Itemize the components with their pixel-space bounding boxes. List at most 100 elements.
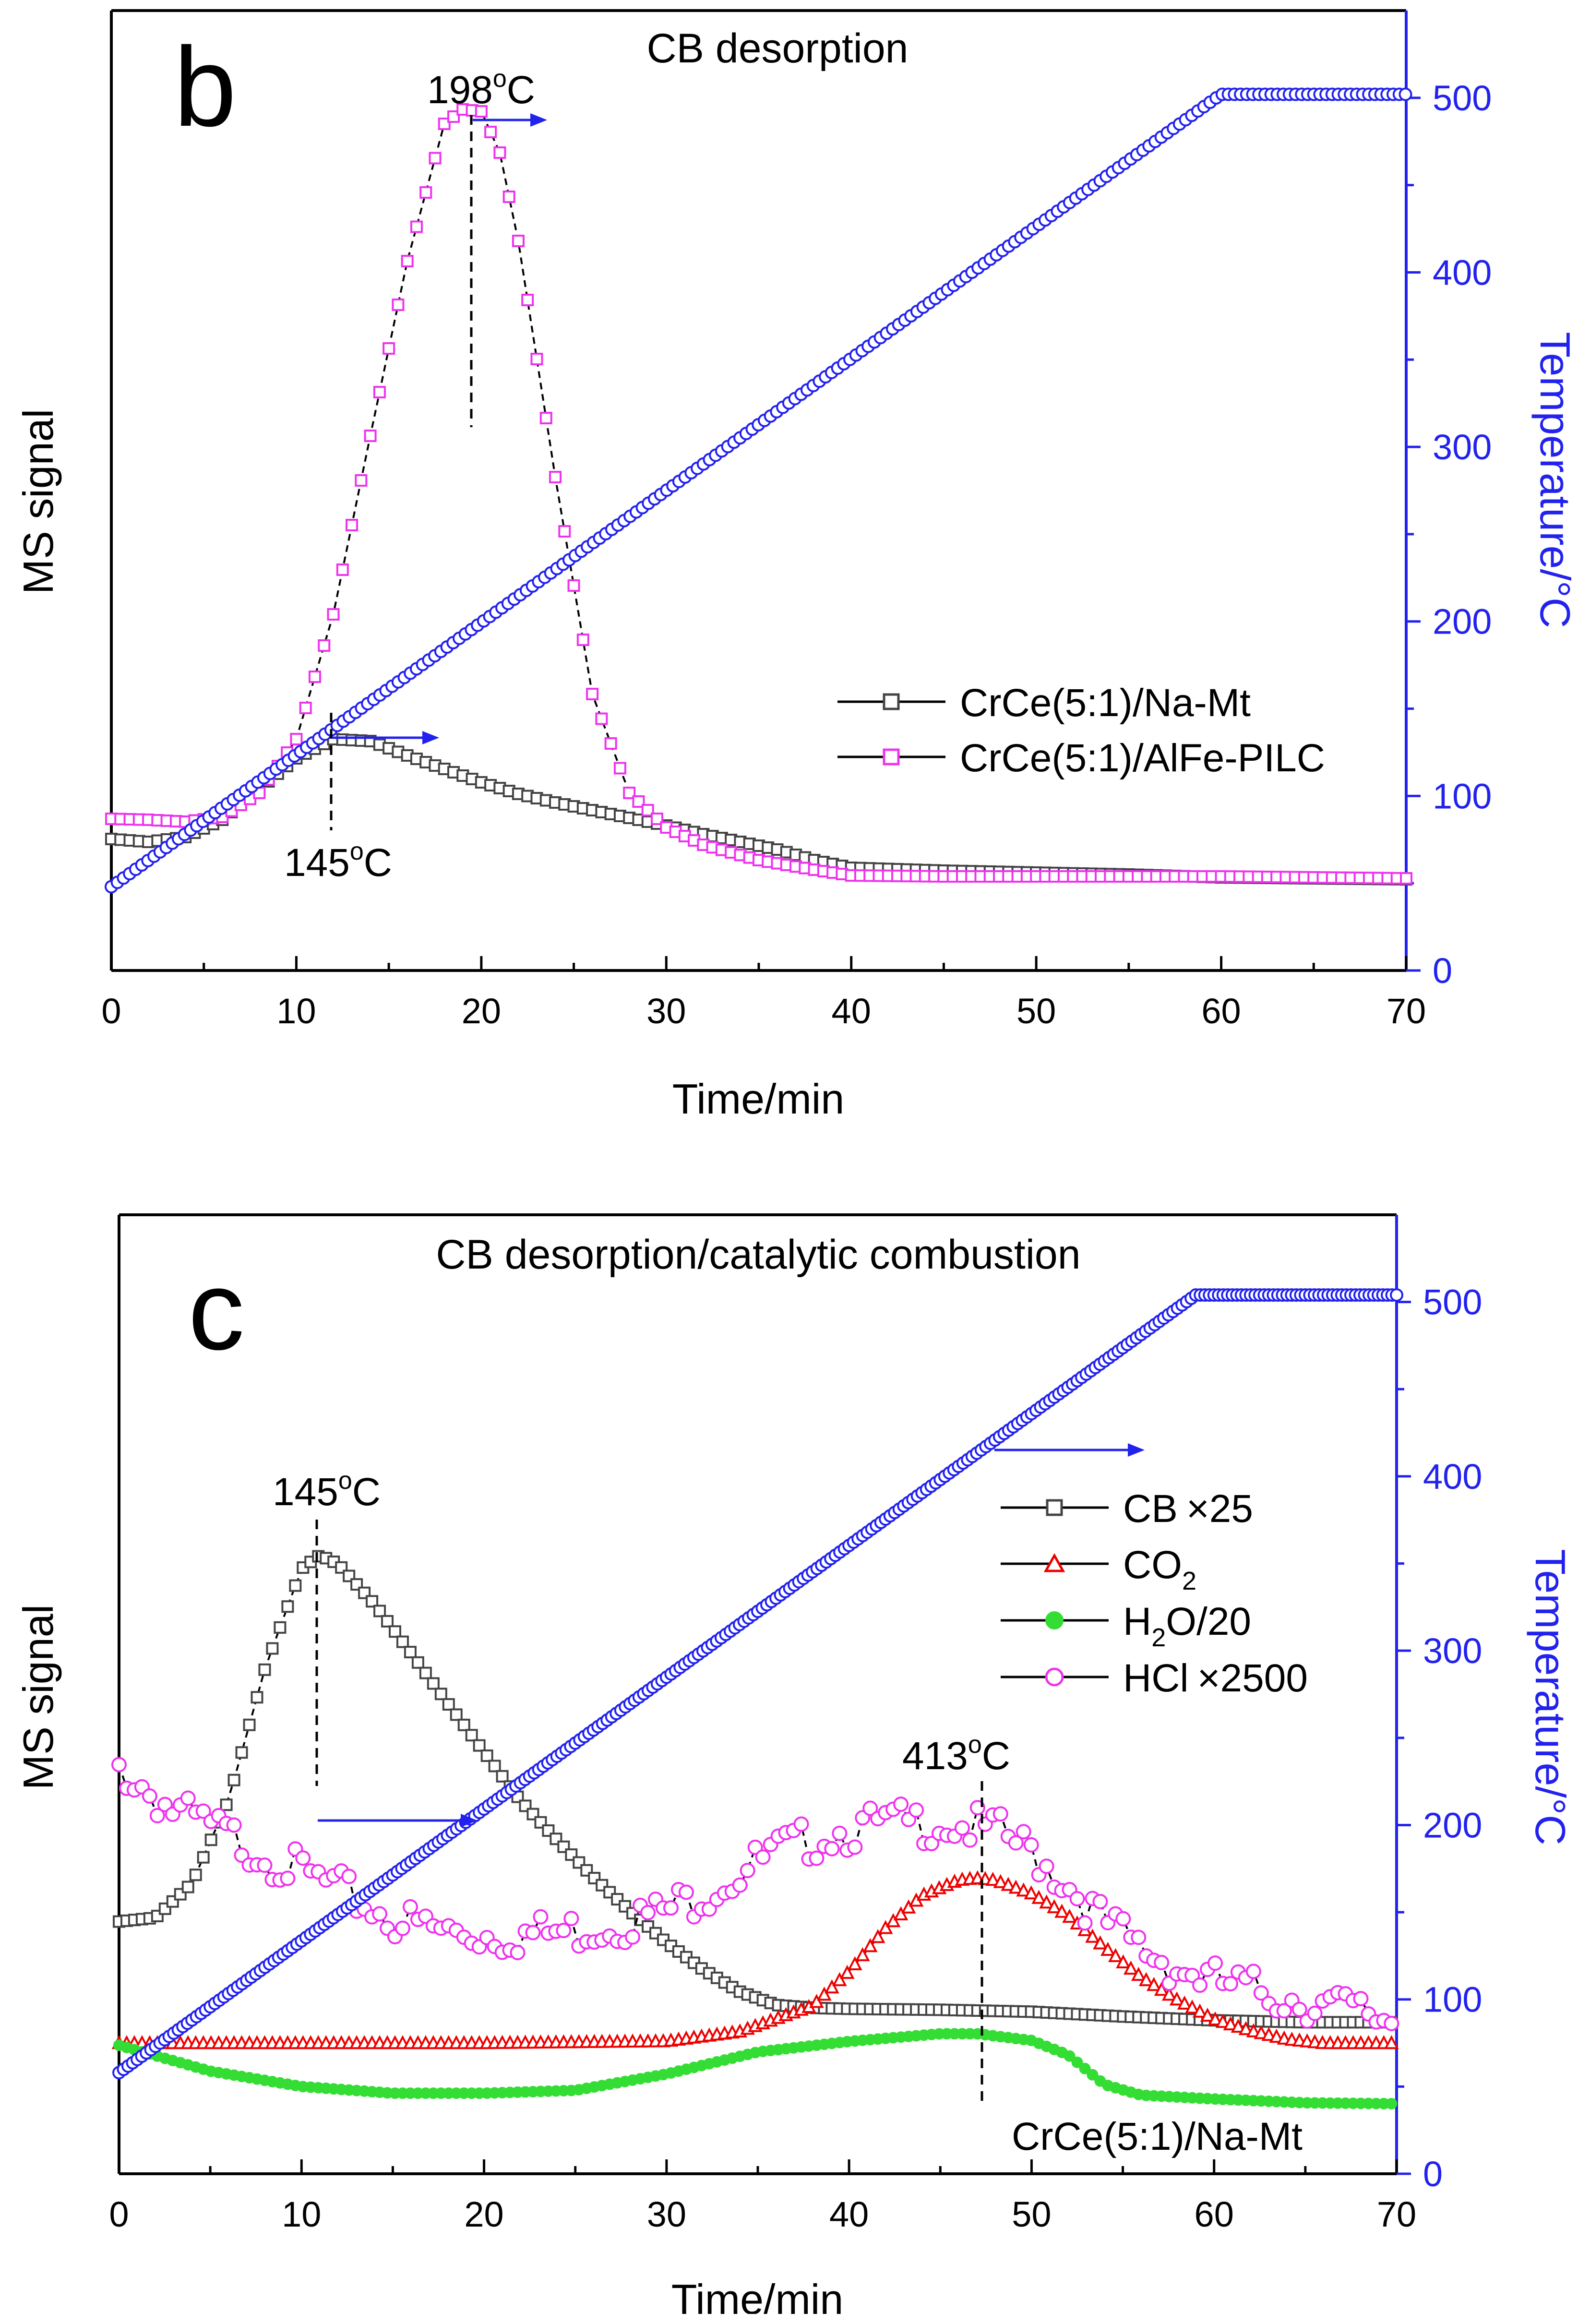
chart-b-series xyxy=(105,87,1412,894)
chart-c-legend-label-co2: CO xyxy=(1123,1543,1182,1587)
chart-c-xtick-label: 60 xyxy=(1195,2194,1234,2234)
chart-c-point xyxy=(825,1979,839,1994)
chart-c-point xyxy=(1024,1885,1039,1900)
chart-b-point xyxy=(429,152,442,165)
chart-b-point xyxy=(493,146,506,159)
chart-c-legend-item-cb: CB ×25 xyxy=(1001,1487,1253,1531)
chart-b-legend-item-namt: CrCe(5:1)/Na-Mt xyxy=(837,681,1251,725)
chart-c-point xyxy=(962,1832,978,1848)
chart-c-xtick-label: 30 xyxy=(647,2194,686,2234)
chart-c-point xyxy=(848,1956,862,1971)
chart-c-point xyxy=(755,1849,771,1865)
chart-c-point xyxy=(847,1839,863,1855)
chart-c-legend-label-h2o-rest: O/20 xyxy=(1166,1600,1251,1643)
chart-b-point xyxy=(419,186,432,199)
chart-b-point xyxy=(318,639,331,652)
chart-c-point xyxy=(1047,1899,1062,1914)
chart-c-point xyxy=(1064,2050,1076,2062)
chart-b-point xyxy=(355,474,368,487)
chart-c-point xyxy=(388,1625,401,1638)
chart-c-ann-145-degree: o xyxy=(338,1467,352,1495)
chart-c-point xyxy=(257,1857,273,1873)
chart-b-xtick-label: 60 xyxy=(1201,991,1241,1031)
chart-c-xtick-label: 40 xyxy=(829,2194,869,2234)
chart-c-point xyxy=(1131,1929,1147,1945)
chart-c-point xyxy=(878,1920,893,1934)
chart-c-ann-145-unit: C xyxy=(352,1470,381,1514)
chart-c-point xyxy=(235,1746,248,1759)
chart-c-panel-label: c xyxy=(188,1247,245,1373)
svg-text:HCl×2500: HCl ×2500 xyxy=(1123,1656,1308,1700)
chart-c-x-ticks: 0 10 20 30 40 50 60 70 xyxy=(109,2159,1416,2234)
chart-c-point xyxy=(1016,1882,1031,1897)
chart-c-point xyxy=(280,1870,296,1886)
chart-c-point xyxy=(1169,1991,1184,2006)
chart-c-point xyxy=(1069,1891,1085,1906)
chart-c-point xyxy=(1386,2098,1398,2110)
chart-c-point xyxy=(954,1820,970,1836)
chart-c-point xyxy=(809,1994,824,2008)
chart-b-point xyxy=(438,118,451,130)
chart-b-y2tick-label: 500 xyxy=(1433,78,1492,118)
chart-b-ann-145-degree: o xyxy=(350,838,364,865)
panel-b: 0 10 20 30 40 50 60 70 0 100 200 300 400 500 b CB de… xyxy=(0,0,1590,1152)
chart-c-y2tick-label: 0 xyxy=(1423,2154,1443,2194)
chart-c-point xyxy=(1138,1972,1154,1987)
chart-c-point xyxy=(149,1808,165,1823)
chart-c-series-2 xyxy=(113,2028,1398,2110)
chart-b-point xyxy=(383,342,395,355)
chart-b-legend-marker-pilc xyxy=(883,748,900,766)
chart-c-point xyxy=(1116,1954,1131,1969)
chart-c-point xyxy=(909,1802,924,1818)
chart-b-point xyxy=(299,702,312,714)
chart-b-point xyxy=(549,471,562,483)
chart-b-point xyxy=(308,671,321,683)
chart-b-point xyxy=(401,255,414,267)
chart-c-point xyxy=(663,1900,679,1916)
chart-b-point xyxy=(410,220,423,233)
chart-c-point xyxy=(366,1595,379,1608)
svg-text:413oC: 413oC xyxy=(902,1731,1010,1778)
chart-c-point xyxy=(1246,2023,1261,2037)
chart-c-point xyxy=(404,1646,417,1659)
svg-text:198oC: 198oC xyxy=(427,65,535,112)
chart-c-title: CB desorption/catalytic combustion xyxy=(436,1232,1080,1278)
chart-c-point xyxy=(480,1749,493,1762)
chart-c-point xyxy=(396,1635,409,1648)
chart-b-xtick-label: 50 xyxy=(1016,991,1056,1031)
chart-c-point xyxy=(1184,1967,1200,1983)
chart-c-point xyxy=(985,1871,1001,1886)
chart-c-legend-sub-h2o: 2 xyxy=(1151,1623,1166,1652)
chart-c-svg: 0 10 20 30 40 50 60 70 0 100 200 300 400 500 c CB de… xyxy=(14,1213,1574,2314)
chart-c-legend: CB ×25 CO2 H2O/20 HCl ×2500 xyxy=(1001,1487,1308,1700)
chart-c-point xyxy=(832,1825,848,1841)
chart-b-point xyxy=(1400,872,1412,885)
chart-c-point xyxy=(563,1911,579,1927)
chart-c-point xyxy=(234,1847,250,1863)
chart-c-xtick-label: 20 xyxy=(464,2194,503,2234)
chart-c-point xyxy=(1154,1954,1170,1970)
chart-b-legend-marker-namt xyxy=(883,693,900,710)
chart-b-ann-145-arrow-head xyxy=(422,731,439,744)
chart-c-point xyxy=(373,1605,386,1617)
chart-c-point xyxy=(817,1987,832,2001)
chart-b-point xyxy=(392,299,405,311)
chart-c-point xyxy=(1085,1929,1100,1943)
chart-c-point xyxy=(870,1929,885,1943)
chart-c-point xyxy=(1291,2001,1307,2017)
chart-c-point xyxy=(824,1841,840,1857)
chart-c-legend-scale-hcl: ×2500 xyxy=(1197,1656,1308,1700)
chart-c-point xyxy=(411,1656,424,1669)
chart-b-y2tick-label: 100 xyxy=(1433,776,1492,816)
chart-c-point xyxy=(1192,1977,1208,1993)
chart-c-point xyxy=(1277,2030,1292,2045)
chart-c-point xyxy=(1039,1858,1054,1874)
chart-c-point xyxy=(1146,1977,1161,1991)
chart-b-title: CB desorption xyxy=(647,25,909,72)
chart-c-point xyxy=(1253,1985,1269,2001)
chart-b-xtick-label: 10 xyxy=(276,991,316,1031)
chart-c-legend-label-hcl: HCl xyxy=(1123,1656,1189,1700)
chart-c-point xyxy=(840,1965,855,1979)
chart-b-legend: CrCe(5:1)/Na-Mt CrCe(5:1)/AlFe-PILC xyxy=(837,681,1325,780)
chart-b-point xyxy=(364,430,377,442)
